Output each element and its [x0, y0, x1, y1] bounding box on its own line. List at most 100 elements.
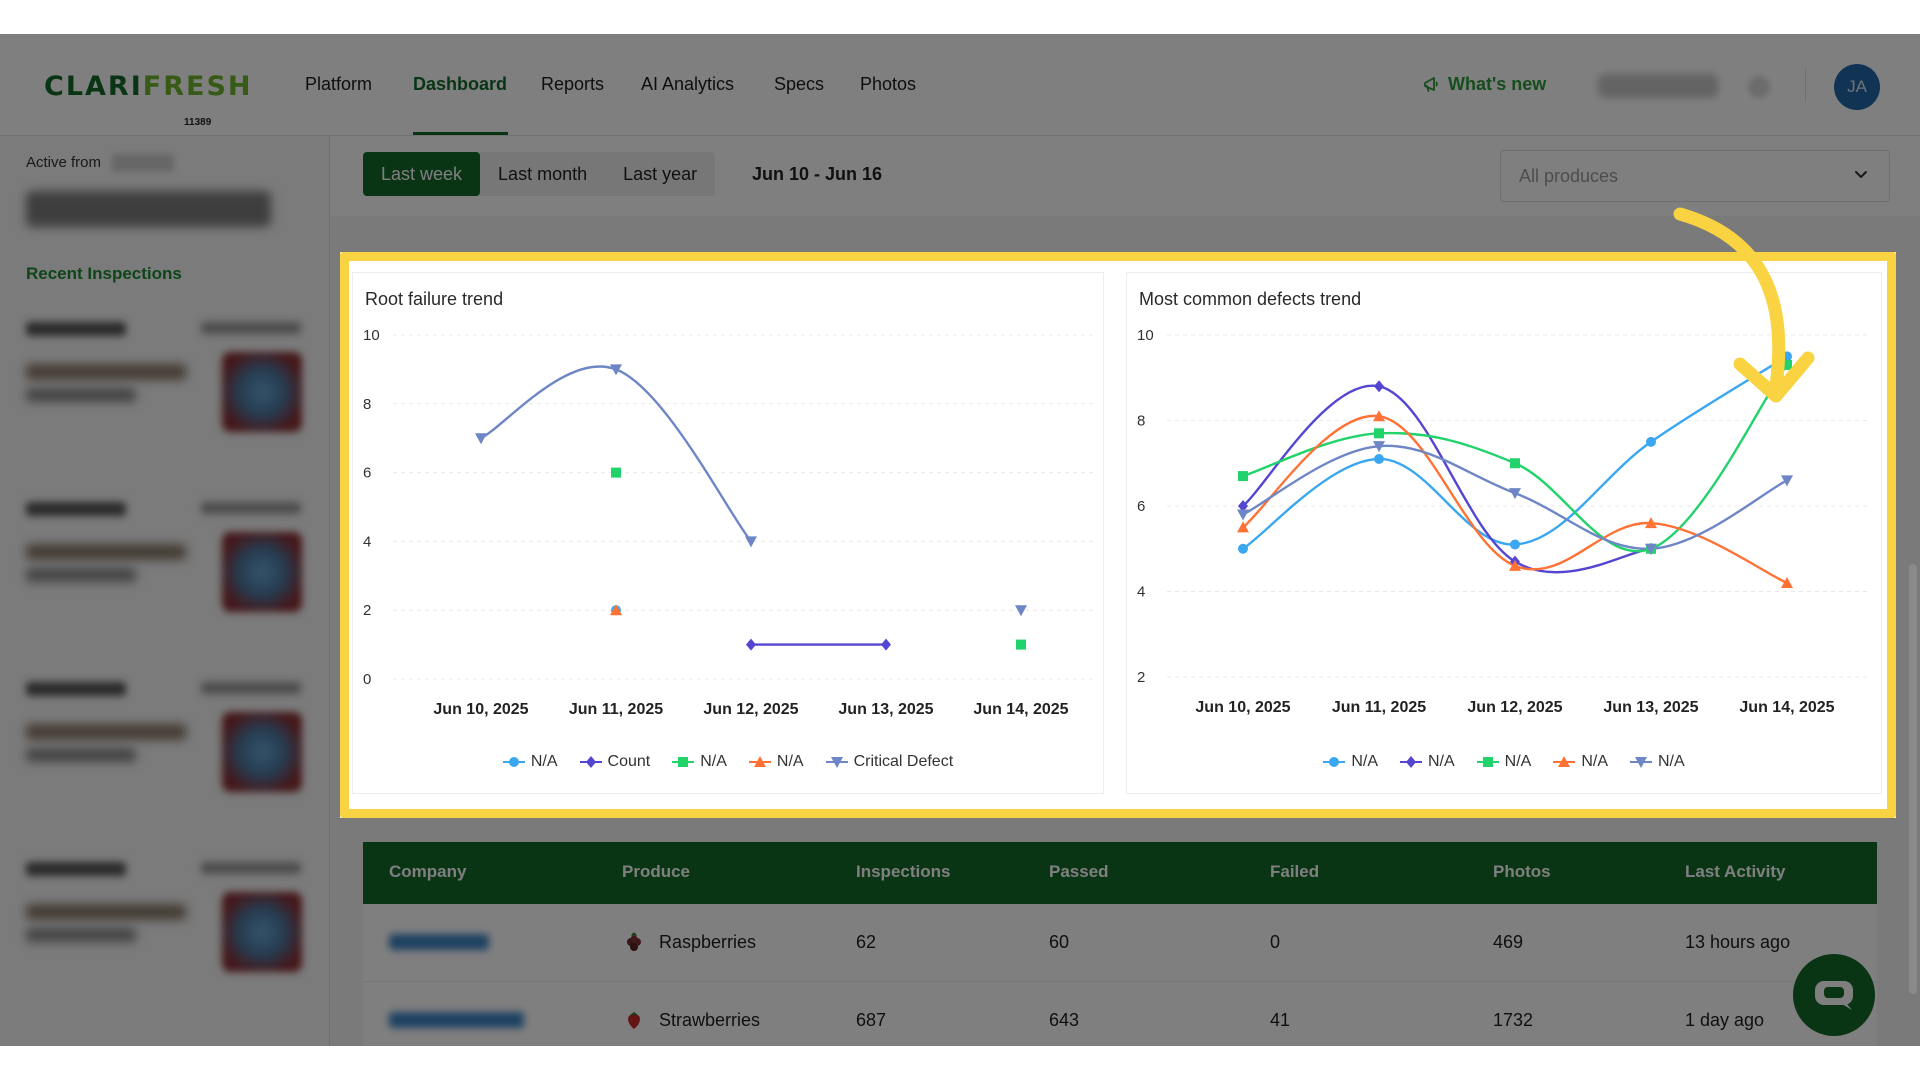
data-point[interactable]	[1781, 475, 1793, 487]
chart-title: Root failure trend	[365, 289, 504, 309]
legend-label: N/A	[1427, 753, 1455, 770]
data-point[interactable]	[1509, 488, 1521, 500]
x-tick-label: Jun 13, 2025	[1603, 699, 1698, 716]
legend-label: N/A	[1658, 753, 1685, 770]
legend-marker[interactable]	[830, 757, 843, 768]
legend-item[interactable]: Count	[579, 753, 650, 771]
legend-marker-icon	[1399, 756, 1422, 768]
y-tick-label: 0	[363, 671, 371, 688]
data-point[interactable]	[611, 467, 621, 478]
legend-label: Critical Defect	[853, 753, 954, 770]
data-point[interactable]	[1016, 639, 1026, 650]
legend-item[interactable]: N/A	[1630, 753, 1685, 771]
data-point[interactable]	[1374, 453, 1384, 464]
data-point[interactable]	[475, 433, 487, 445]
legend-marker[interactable]	[678, 757, 689, 767]
series-line	[1242, 364, 1788, 553]
legend-label: N/A	[1351, 753, 1378, 770]
defects-trend-chart: Most common defects trend 2 4 6 8 10 Jun 10, …	[1126, 272, 1882, 794]
legend-marker-icon	[1553, 756, 1576, 767]
data-point[interactable]	[1781, 576, 1793, 588]
legend-marker-icon	[1323, 757, 1346, 767]
legend-marker-icon	[825, 757, 848, 768]
legend-marker[interactable]	[1482, 757, 1493, 767]
legend-marker[interactable]	[1329, 757, 1340, 767]
dim-overlay	[0, 34, 1920, 252]
data-point[interactable]	[1238, 500, 1248, 512]
legend-item[interactable]: N/A	[672, 753, 727, 771]
data-point[interactable]	[1015, 605, 1027, 617]
data-point[interactable]	[1782, 359, 1792, 370]
x-tick-label: Jun 14, 2025	[973, 701, 1068, 718]
legend-label: N/A	[1504, 753, 1532, 770]
data-point[interactable]	[1374, 428, 1384, 439]
chart-plot: 2 4 6 8 10 Jun 10, 2025 Jun 11, 2025 Jun 12, 20…	[1137, 327, 1871, 716]
dim-overlay	[0, 818, 1920, 1046]
y-tick-label: 2	[1137, 669, 1145, 686]
data-point[interactable]	[1237, 521, 1249, 533]
x-tick-label: Jun 14, 2025	[1739, 699, 1834, 716]
legend-item[interactable]: N/A	[502, 753, 558, 771]
x-tick-label: Jun 11, 2025	[1332, 699, 1426, 716]
legend-marker-icon	[748, 756, 771, 767]
legend-marker[interactable]	[1558, 756, 1571, 767]
page-scrollbar[interactable]	[1909, 564, 1917, 994]
y-tick-label: 10	[363, 327, 380, 344]
root-failure-chart: Root failure trend 0 2 4 6 8 10 Jun 10, 2025 Ju…	[352, 272, 1104, 794]
data-point[interactable]	[1237, 509, 1249, 521]
highlight-frame	[340, 252, 1896, 818]
charts-section: Root failure trend 0 2 4 6 8 10 Jun 10, 2025 Ju…	[340, 254, 1896, 816]
dim-overlay	[0, 252, 340, 818]
legend-item[interactable]: Critical Defect	[825, 753, 954, 771]
legend-marker-icon	[579, 756, 602, 768]
data-point[interactable]	[1374, 380, 1384, 393]
data-point[interactable]	[610, 604, 622, 616]
legend-marker[interactable]	[753, 756, 766, 767]
y-tick-label: 8	[363, 396, 371, 413]
chart-title: Most common defects trend	[1139, 289, 1362, 309]
legend-item[interactable]: N/A	[1476, 753, 1532, 771]
data-point[interactable]	[1509, 559, 1521, 571]
legend-marker[interactable]	[585, 756, 596, 768]
legend-item[interactable]: N/A	[1399, 753, 1455, 771]
legend-marker[interactable]	[1635, 757, 1647, 768]
series-line	[1242, 384, 1652, 574]
data-point[interactable]	[1238, 471, 1248, 482]
app-window: CLARIFRESH 11389 Platform Dashboard Repo…	[0, 34, 1920, 1046]
chart-legend: N/A N/A N/A N/A N/A	[1127, 753, 1881, 771]
data-point[interactable]	[1645, 543, 1657, 555]
legend-label: N/A	[700, 753, 727, 770]
legend-label: N/A	[1581, 753, 1608, 770]
legend-marker[interactable]	[508, 757, 519, 767]
x-tick-label: Jun 13, 2025	[838, 701, 933, 718]
y-tick-label: 10	[1137, 327, 1154, 344]
chart-plot: 0 2 4 6 8 10 Jun 10, 2025 Jun 11, 2025 Jun 12, 2…	[363, 327, 1093, 718]
legend-marker[interactable]	[1405, 756, 1416, 768]
legend-item[interactable]: N/A	[748, 753, 804, 771]
legend-label: N/A	[776, 753, 804, 770]
legend-label: N/A	[530, 753, 558, 770]
legend-item[interactable]: N/A	[1553, 753, 1608, 771]
data-point[interactable]	[1373, 410, 1385, 422]
data-point[interactable]	[1373, 441, 1385, 453]
data-point[interactable]	[1238, 543, 1248, 554]
y-tick-label: 4	[363, 533, 371, 550]
data-point[interactable]	[745, 536, 757, 548]
x-tick-label: Jun 10, 2025	[1195, 699, 1290, 716]
data-point[interactable]	[610, 364, 622, 376]
y-tick-label: 2	[363, 602, 371, 619]
y-tick-label: 6	[363, 465, 371, 482]
chart-legend: N/A Count N/A N/A Critical Defect	[353, 753, 1103, 771]
y-tick-label: 4	[1137, 584, 1145, 601]
legend-marker-icon	[502, 757, 525, 767]
legend-item[interactable]: N/A	[1323, 753, 1378, 771]
data-point[interactable]	[1510, 539, 1520, 550]
x-tick-label: Jun 10, 2025	[433, 701, 528, 718]
callout-arrow-icon	[1673, 207, 1815, 403]
data-point[interactable]	[1510, 458, 1520, 469]
data-point[interactable]	[1646, 436, 1656, 447]
legend-marker-icon	[1476, 757, 1499, 767]
data-point[interactable]	[1645, 517, 1657, 529]
data-point[interactable]	[881, 638, 891, 651]
data-point[interactable]	[746, 638, 756, 651]
